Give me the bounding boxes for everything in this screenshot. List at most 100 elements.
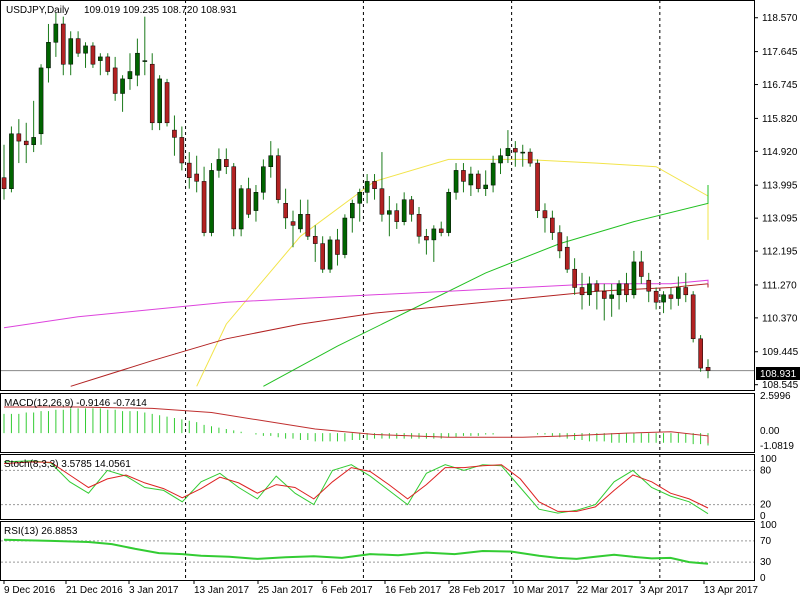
candle-body [179,137,185,164]
candle-body [224,159,229,167]
candle-body [387,210,392,215]
ma-line-yellow [196,158,709,387]
candle-body [394,210,400,222]
candle-body [661,294,666,303]
candle-body [275,155,281,200]
candle-body [105,56,111,72]
x-tick-label: 10 Mar 2017 [513,585,570,596]
candle-body [372,181,377,189]
candle-body [216,159,222,171]
candle-body [350,203,355,219]
stoch-tick-label: 80 [760,465,772,476]
x-tick-label: 25 Jan 2017 [258,585,313,596]
price-tick-label: 118.570 [762,13,798,24]
macd-tick-label: -1.0819 [760,441,794,452]
ma-line-magenta [3,279,709,329]
candle-body [639,261,644,277]
candle-body [194,173,199,182]
candle-body [705,367,711,371]
candle-body [142,60,148,62]
macd-label: MACD(12,26,9) -0.9146 -0.7414 [4,398,147,409]
candle-body [283,203,288,219]
price-tick-label: 112.195 [762,247,798,258]
candle-body [357,192,363,204]
candle-body [305,214,311,237]
candle-body [431,228,437,241]
stoch-label: Stoch(8,3,3) 3.5785 14.0561 [4,459,131,470]
candle-body [683,287,689,296]
candle-body [557,232,563,252]
candle-body [238,188,244,230]
candle-body [98,56,103,61]
candle-body [616,283,622,296]
rsi-label: RSI(13) 26.8853 [4,526,78,537]
candle-body [9,133,14,189]
candle-body [416,214,422,237]
candle-body [335,239,340,255]
price-panel-frame [0,0,755,391]
stoch-signal-line [3,461,709,512]
rsi-tick-label: 70 [760,536,772,547]
candle-body [53,23,59,43]
stoch-tick-label: 100 [760,454,777,465]
x-tick-label: 16 Feb 2017 [385,585,442,596]
candle-body [23,140,29,146]
candle-body [564,246,570,270]
candle-body [409,199,414,215]
macd-panel-frame [0,393,755,453]
candle-body [698,338,703,369]
candle-body [379,188,385,215]
candle-body [490,162,496,186]
last-price-label: 108.931 [760,369,797,380]
candle-body [231,166,237,230]
candle-body [572,268,577,288]
price-tick-label: 117.645 [762,47,798,58]
candle-body [461,170,466,182]
x-tick-label: 3 Apr 2017 [640,585,689,596]
candle-body [298,214,303,230]
price-tick-label: 114.920 [762,147,798,158]
candle-body [312,236,318,244]
candle-body [164,82,170,124]
last-price-box [756,367,800,380]
candle-body [468,173,474,186]
candle-body [60,23,66,65]
price-tick-label: 113.995 [762,181,798,192]
candle-body [46,42,51,69]
candle-body [253,192,259,211]
candle-body [135,52,140,76]
rsi-line [3,538,709,565]
candle-body [68,38,74,65]
price-tick-label: 110.370 [762,313,798,324]
candle-body [498,155,503,164]
price-tick-label: 113.095 [762,214,798,225]
rsi-tick-label: 0 [760,573,766,584]
x-tick-label: 28 Feb 2017 [449,585,506,596]
ma-line-red [70,283,709,387]
candle-body [342,217,348,255]
price-tick-label: 115.820 [762,114,798,125]
rsi-tick-label: 100 [760,520,777,531]
candle-body [320,243,325,270]
candle-body [579,287,585,296]
candle-body [505,148,511,156]
candle-body [38,67,44,135]
candle-body [587,283,592,296]
ma-line-green [263,185,709,387]
candle-body [364,181,370,193]
candle-body [424,236,429,241]
macd-signal-line [4,406,709,444]
macd-tick-label: 0.00 [760,426,780,437]
x-tick-label: 13 Apr 2017 [704,585,758,596]
symbol-label: USDJPY,Daily [6,5,69,16]
rsi-panel-frame [0,521,755,581]
candle-body [327,239,333,270]
candle-body [201,181,207,233]
price-tick-label: 111.270 [762,280,797,291]
candle-body [31,137,36,145]
x-tick-label: 6 Feb 2017 [322,585,373,596]
ohlc-label: 109.019 109.235 108.720 108.931 [84,5,237,16]
price-tick-label: 109.445 [762,347,799,358]
